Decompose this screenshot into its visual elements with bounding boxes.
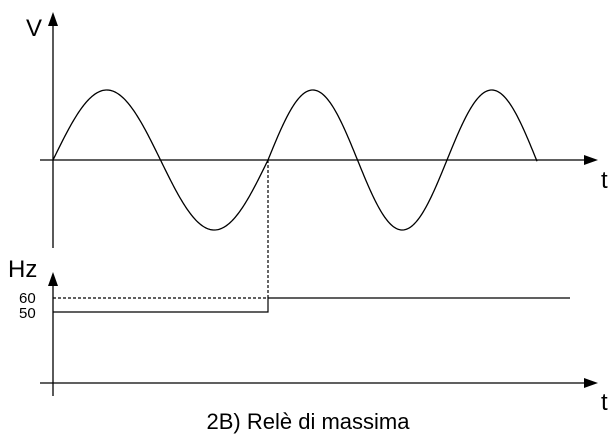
v-label: V — [26, 15, 42, 42]
t-label-top: t — [601, 167, 608, 194]
level-50: 50 — [19, 305, 36, 322]
frequency-trace — [53, 160, 570, 313]
frequency-step — [53, 297, 570, 313]
sine-wave — [52, 89, 538, 231]
arrow-t-top — [584, 155, 598, 165]
hz-label: Hz — [8, 256, 37, 283]
arrow-t-bottom — [584, 378, 598, 388]
level-60: 60 — [19, 290, 36, 307]
caption: 2B) Relè di massima — [207, 409, 411, 434]
axes — [40, 22, 588, 396]
arrow-hz — [48, 272, 58, 286]
arrow-v — [48, 12, 58, 26]
t-label-bottom: t — [601, 389, 608, 416]
arrowheads — [48, 12, 598, 388]
